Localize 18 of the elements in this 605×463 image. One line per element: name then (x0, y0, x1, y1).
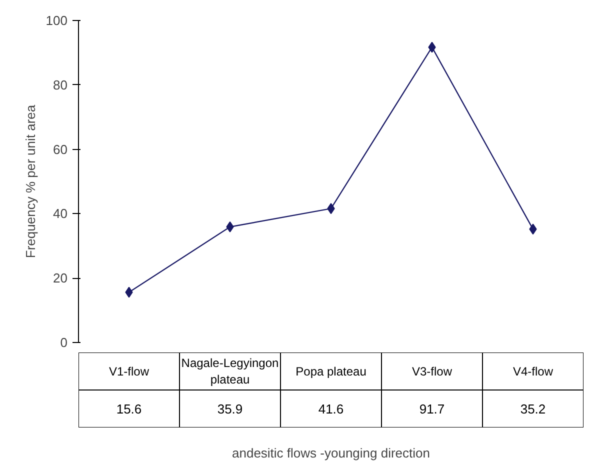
y-tick-label: 0 (60, 335, 68, 350)
data-label: 35.9 (217, 401, 243, 416)
data-label: 41.6 (318, 401, 344, 416)
data-label: 15.6 (116, 401, 142, 416)
y-tick-label: 40 (53, 206, 68, 222)
y-tick-label: 20 (53, 270, 68, 286)
data-label: 35.2 (520, 401, 546, 416)
x-tick-label: V4-flow (512, 364, 554, 378)
x-tick-label: Nagale-Legyingon plateau (181, 356, 279, 387)
x-tick-label: V3-flow (412, 364, 452, 378)
y-tick-label: 80 (53, 77, 68, 92)
y-tick-label: 100 (46, 13, 68, 28)
x-tick-label: Popa plateau (296, 364, 366, 378)
y-tick-label: 60 (53, 142, 68, 157)
x-tick-label: V1-flow (108, 364, 150, 378)
data-label: 91.7 (419, 401, 445, 416)
x-axis-title: andesitic flows -younging direction (232, 446, 430, 460)
y-axis-title: Frequency % per unit area (22, 104, 38, 258)
